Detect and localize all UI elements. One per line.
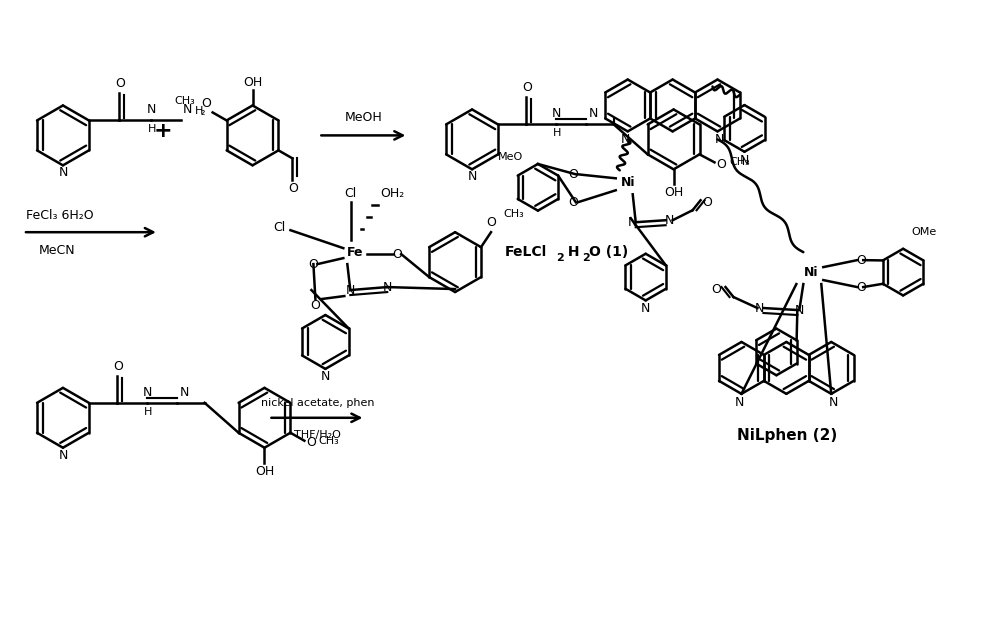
- Text: O: O: [201, 97, 211, 111]
- Text: O: O: [113, 360, 123, 373]
- Text: OH: OH: [255, 465, 274, 477]
- Text: O: O: [716, 158, 726, 171]
- Text: Cl: Cl: [273, 221, 285, 234]
- Text: Ni: Ni: [804, 266, 819, 278]
- Text: MeO: MeO: [498, 152, 523, 163]
- Text: N: N: [735, 396, 744, 409]
- Text: O (1): O (1): [589, 245, 628, 259]
- Text: N: N: [58, 166, 68, 179]
- Text: N: N: [346, 284, 355, 296]
- Text: N: N: [829, 396, 838, 409]
- Text: O: O: [856, 253, 866, 267]
- Text: CH₃: CH₃: [318, 436, 339, 445]
- Text: O: O: [392, 248, 402, 260]
- Text: +: +: [153, 122, 172, 141]
- Text: O: O: [306, 436, 316, 449]
- Text: N: N: [552, 108, 562, 120]
- Text: O: O: [712, 283, 722, 296]
- Text: H: H: [148, 124, 156, 134]
- Text: N: N: [183, 104, 192, 116]
- Text: H: H: [144, 407, 152, 417]
- Text: N: N: [58, 449, 68, 461]
- Text: MeOH: MeOH: [344, 111, 382, 124]
- Text: Fe: Fe: [347, 246, 364, 259]
- Text: N: N: [147, 104, 156, 116]
- Text: N: N: [321, 370, 330, 383]
- Text: N: N: [180, 386, 189, 399]
- Text: H: H: [563, 245, 579, 259]
- Text: H: H: [553, 129, 561, 138]
- Text: N: N: [621, 133, 630, 147]
- Text: O: O: [308, 258, 318, 271]
- Text: N: N: [795, 303, 804, 317]
- Text: OH: OH: [243, 76, 262, 88]
- Text: Ni: Ni: [620, 176, 635, 189]
- Text: N: N: [755, 301, 764, 314]
- Text: OMe: OMe: [911, 227, 936, 237]
- Text: O: O: [310, 298, 320, 312]
- Text: H: H: [195, 106, 203, 116]
- Text: O: O: [288, 182, 298, 195]
- Text: 2: 2: [582, 253, 590, 263]
- Text: N: N: [665, 214, 674, 227]
- Text: MeCN: MeCN: [39, 244, 76, 257]
- Text: N: N: [641, 303, 650, 316]
- Text: ₂: ₂: [201, 108, 205, 118]
- Text: CH₃: CH₃: [503, 209, 524, 220]
- Text: N: N: [715, 133, 724, 147]
- Text: nickel acetate, phen: nickel acetate, phen: [261, 398, 374, 408]
- Text: O: O: [856, 280, 866, 294]
- Text: THF/H₂O: THF/H₂O: [294, 430, 341, 440]
- Text: OH: OH: [664, 186, 683, 199]
- Text: CH₃: CH₃: [174, 97, 195, 106]
- Text: OH₂: OH₂: [380, 188, 405, 200]
- Text: N: N: [467, 170, 477, 183]
- Text: O: O: [486, 216, 496, 229]
- Text: CH₃: CH₃: [729, 157, 750, 167]
- Text: N: N: [383, 280, 392, 294]
- Text: O: O: [522, 81, 532, 95]
- Text: N: N: [628, 216, 637, 228]
- Text: 2: 2: [556, 253, 564, 263]
- Text: N: N: [589, 108, 598, 120]
- Text: O: O: [568, 168, 578, 181]
- Text: O: O: [568, 196, 578, 209]
- Text: FeLCl: FeLCl: [505, 245, 547, 259]
- Text: FeCl₃ 6H₂O: FeCl₃ 6H₂O: [26, 209, 94, 222]
- Text: NiLphen (2): NiLphen (2): [737, 428, 838, 443]
- Text: N: N: [740, 154, 749, 167]
- Text: O: O: [703, 196, 712, 209]
- Text: N: N: [143, 386, 152, 399]
- Text: Cl: Cl: [344, 188, 356, 200]
- Text: O: O: [115, 77, 125, 90]
